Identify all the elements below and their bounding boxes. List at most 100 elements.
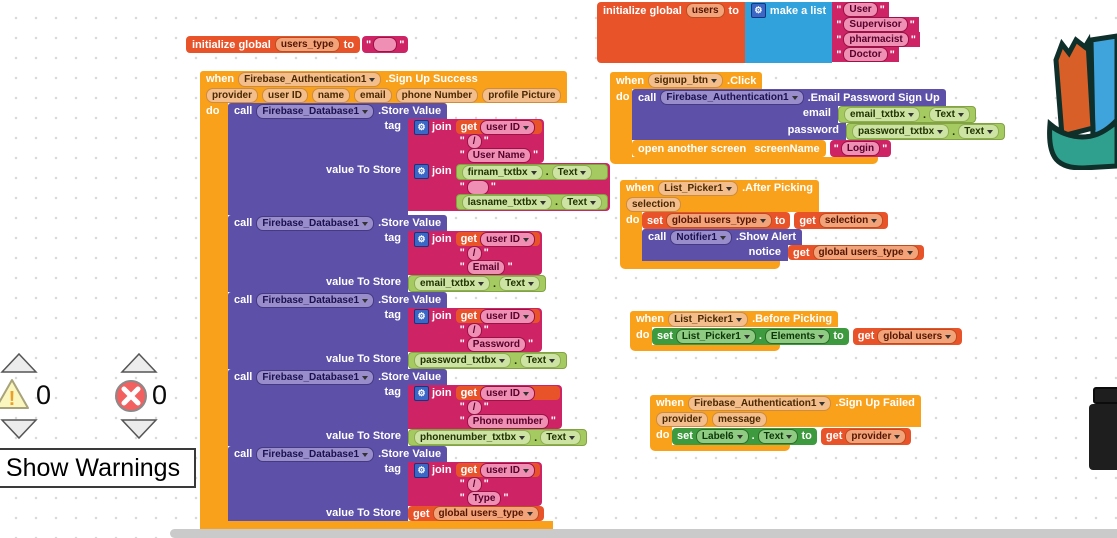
component-dropdown[interactable]: Firebase_Database1	[256, 103, 375, 119]
string-value-pill[interactable]: User	[843, 2, 878, 17]
store-value-call-block[interactable]: call Firebase_Database1 .Store Value tag…	[228, 446, 544, 521]
list-item-string-block[interactable]: User	[832, 2, 889, 17]
property-dropdown[interactable]: Text	[561, 194, 602, 210]
component-dropdown[interactable]: List_Picker1	[668, 311, 749, 327]
get-block[interactable]: get global users_type	[408, 506, 544, 521]
component-dropdown[interactable]: Firebase_Database1	[256, 292, 375, 308]
component-dropdown[interactable]: password_txtbx	[852, 124, 950, 139]
variable-name-pill[interactable]: users	[685, 3, 725, 18]
property-get-block[interactable]: email_txtbx. Text	[408, 275, 546, 292]
component-dropdown[interactable]: Firebase_Authentication1	[238, 71, 382, 87]
get-block[interactable]: get provider	[820, 427, 912, 445]
property-get-block[interactable]: password_txtbx. Text	[846, 123, 1006, 140]
set-variable-block[interactable]: set global users_type to	[642, 212, 791, 229]
string-value-pill[interactable]: /	[466, 322, 482, 338]
component-dropdown[interactable]: Label6	[695, 428, 749, 444]
component-dropdown[interactable]: password_txtbx	[414, 353, 512, 368]
gear-icon[interactable]: ⚙	[414, 308, 429, 324]
component-dropdown[interactable]: lasname_txtbx	[461, 194, 553, 210]
string-value-pill[interactable]	[373, 37, 398, 52]
string-block[interactable]	[456, 179, 500, 195]
property-dropdown[interactable]: Text	[929, 107, 970, 122]
get-block[interactable]: get user ID	[455, 385, 561, 401]
set-property-block[interactable]: set List_Picker1 . Elements to	[652, 327, 849, 345]
get-block[interactable]: get selection	[794, 212, 889, 229]
string-value-pill[interactable]: /	[466, 245, 482, 261]
string-value-pill[interactable]	[466, 179, 489, 195]
open-screen-block[interactable]: open another screen screenName Login	[632, 140, 892, 157]
property-get-block[interactable]: password_txtbx. Text	[408, 352, 568, 369]
string-block[interactable]: Login	[829, 140, 892, 157]
email-password-signup-call-block[interactable]: call Firebase_Authentication1 .Email Pas…	[632, 89, 1006, 140]
component-dropdown[interactable]: email_txtbx	[414, 276, 491, 291]
string-value-pill[interactable]: /	[466, 476, 482, 492]
set-property-block[interactable]: set Label6 . Text to	[672, 427, 817, 445]
warnings-collapse-down-arrow[interactable]	[0, 418, 38, 440]
component-dropdown[interactable]: List_Picker1	[675, 328, 756, 344]
string-block[interactable]: Type	[456, 490, 513, 506]
gear-icon[interactable]: ⚙	[414, 163, 429, 179]
show-alert-call-block[interactable]: call Notifier1 .Show Alert notice get gl…	[642, 229, 924, 261]
warnings-collapse-up-arrow[interactable]	[0, 352, 38, 374]
empty-string-block[interactable]	[362, 36, 409, 53]
component-dropdown[interactable]: Firebase_Database1	[256, 215, 375, 231]
component-dropdown[interactable]: List_Picker1	[658, 180, 739, 196]
string-block[interactable]: /	[456, 245, 493, 261]
string-value-pill[interactable]: /	[466, 399, 482, 415]
get-block[interactable]: get user ID	[455, 119, 543, 135]
string-block[interactable]: User Name	[456, 147, 543, 163]
gear-icon[interactable]: ⚙	[414, 385, 429, 401]
errors-collapse-up-arrow[interactable]	[120, 352, 158, 374]
init-global-users-block[interactable]: initialize global users to ⚙ make a list…	[597, 2, 920, 63]
join-block[interactable]: ⚙join firnam_txtbx.Text lasname_txtbx.Te…	[408, 163, 610, 211]
init-global-users-type-block[interactable]: initialize global users_type to	[186, 36, 409, 53]
string-block[interactable]: /	[456, 476, 493, 492]
variable-dropdown[interactable]: global users_type	[812, 245, 919, 260]
property-get-block[interactable]: firnam_txtbx. Text	[455, 164, 608, 180]
trash-can-icon[interactable]	[1045, 28, 1117, 170]
get-block[interactable]: get user ID	[455, 308, 540, 324]
set-variable-row[interactable]: set global users_type to get selection	[642, 212, 889, 229]
gear-icon[interactable]: ⚙	[414, 231, 429, 247]
variable-dropdown[interactable]: user ID	[480, 462, 535, 478]
string-block[interactable]: /	[456, 322, 493, 338]
component-dropdown[interactable]: Firebase_Authentication1	[660, 90, 804, 105]
property-dropdown[interactable]: Text	[520, 353, 562, 368]
errors-collapse-down-arrow[interactable]	[120, 418, 158, 440]
get-block[interactable]: get global users	[852, 327, 963, 345]
string-value-pill[interactable]: pharmacist	[843, 32, 909, 47]
string-value-pill[interactable]: Login	[840, 141, 881, 156]
component-dropdown[interactable]: Firebase_Authentication1	[688, 395, 832, 411]
property-dropdown[interactable]: Text	[757, 428, 799, 444]
store-value-call-block[interactable]: call Firebase_Database1 .Store Value tag…	[228, 292, 568, 369]
variable-dropdown[interactable]: user ID	[480, 119, 535, 135]
string-block[interactable]: /	[456, 399, 493, 415]
list-item-string-block[interactable]: pharmacist	[832, 32, 920, 47]
string-block[interactable]: Email	[456, 259, 517, 275]
list-item-string-block[interactable]: Doctor	[832, 47, 899, 62]
property-dropdown[interactable]: Text	[958, 124, 1000, 139]
horizontal-scrollbar[interactable]	[170, 529, 1117, 538]
component-dropdown[interactable]: Notifier1	[670, 229, 732, 245]
variable-dropdown[interactable]: selection	[818, 213, 884, 228]
show-warnings-button[interactable]: Show Warnings	[0, 448, 196, 488]
get-block[interactable]: get user ID	[455, 462, 540, 478]
make-a-list-block[interactable]: ⚙ make a list	[744, 2, 833, 63]
variable-dropdown[interactable]: provider	[845, 428, 907, 444]
after-picking-event-block[interactable]: when List_Picker1 .After Picking selecti…	[620, 180, 924, 269]
property-dropdown[interactable]: Text	[540, 430, 582, 445]
property-dropdown[interactable]: Text	[499, 276, 540, 291]
string-value-pill[interactable]: Phone number	[466, 413, 549, 429]
string-value-pill[interactable]: Password	[466, 336, 527, 352]
get-block[interactable]: get user ID	[455, 231, 540, 247]
signup-click-event-block[interactable]: when signup_btn .Click do call Firebase_…	[610, 72, 1006, 164]
gear-icon[interactable]: ⚙	[414, 119, 429, 135]
component-dropdown[interactable]: email_txtbx	[844, 107, 921, 122]
get-block[interactable]: get global users_type	[788, 245, 924, 260]
component-dropdown[interactable]: Firebase_Database1	[256, 446, 375, 462]
variable-dropdown[interactable]: user ID	[480, 231, 535, 247]
